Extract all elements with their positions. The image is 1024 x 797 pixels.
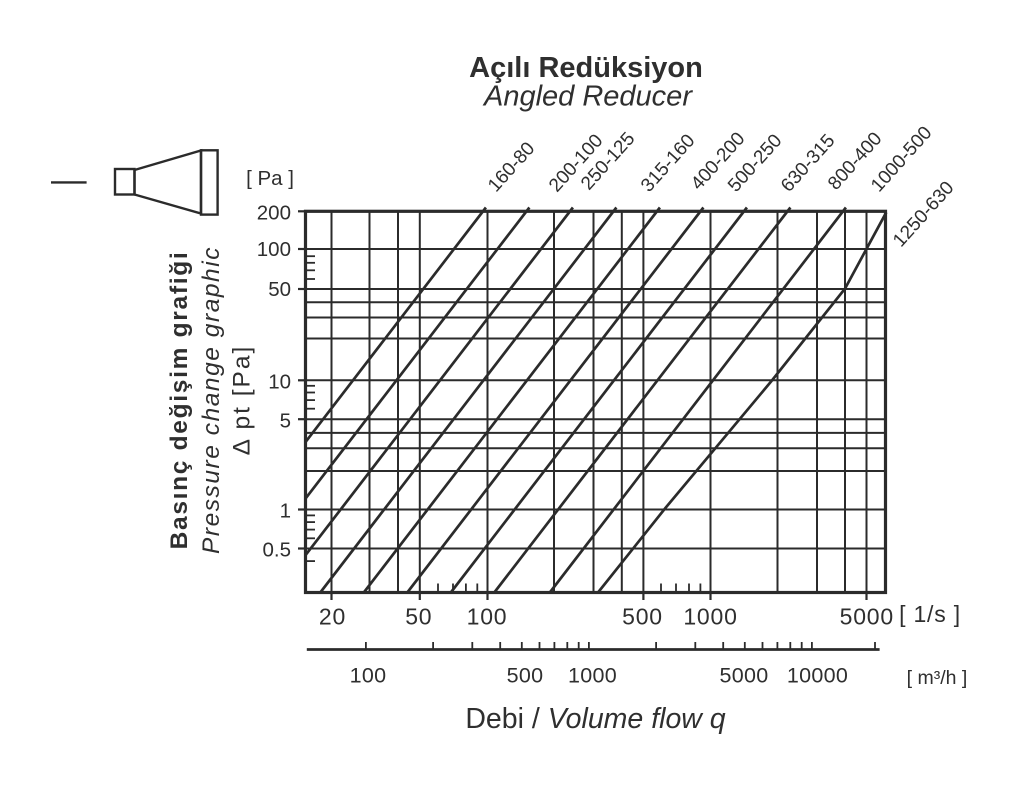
- svg-text:5: 5: [280, 410, 291, 433]
- svg-text:50: 50: [405, 604, 432, 630]
- svg-text:Δ pt [Pa]: Δ pt [Pa]: [229, 345, 256, 456]
- svg-text:5000: 5000: [719, 664, 768, 688]
- svg-text:1: 1: [280, 500, 291, 523]
- svg-text:0.5: 0.5: [263, 539, 292, 562]
- svg-text:500: 500: [507, 664, 544, 688]
- svg-text:Açılı Redüksiyon: Açılı Redüksiyon: [469, 52, 703, 84]
- svg-text:[ Pa ]: [ Pa ]: [246, 167, 294, 190]
- svg-text:Basınç değişim grafiği: Basınç değişim grafiği: [166, 251, 193, 550]
- svg-text:5000: 5000: [840, 604, 894, 630]
- svg-text:10000: 10000: [787, 664, 848, 688]
- svg-text:1000: 1000: [568, 664, 617, 688]
- svg-text:Debi / Volume flow q: Debi / Volume flow q: [465, 703, 725, 735]
- svg-text:20: 20: [319, 604, 346, 630]
- svg-text:50: 50: [268, 278, 291, 301]
- svg-text:1000: 1000: [683, 604, 737, 630]
- svg-text:500: 500: [622, 604, 663, 630]
- svg-text:100: 100: [467, 604, 508, 630]
- svg-text:[ 1/s ]: [ 1/s ]: [899, 601, 961, 627]
- svg-text:Pressure change graphic: Pressure change graphic: [198, 246, 225, 554]
- svg-text:10: 10: [268, 371, 291, 394]
- svg-text:Angled Reducer: Angled Reducer: [482, 81, 693, 113]
- svg-text:[ m³/h ]: [ m³/h ]: [907, 667, 968, 689]
- svg-text:100: 100: [350, 664, 387, 688]
- svg-text:200: 200: [257, 202, 291, 225]
- svg-text:100: 100: [257, 238, 291, 261]
